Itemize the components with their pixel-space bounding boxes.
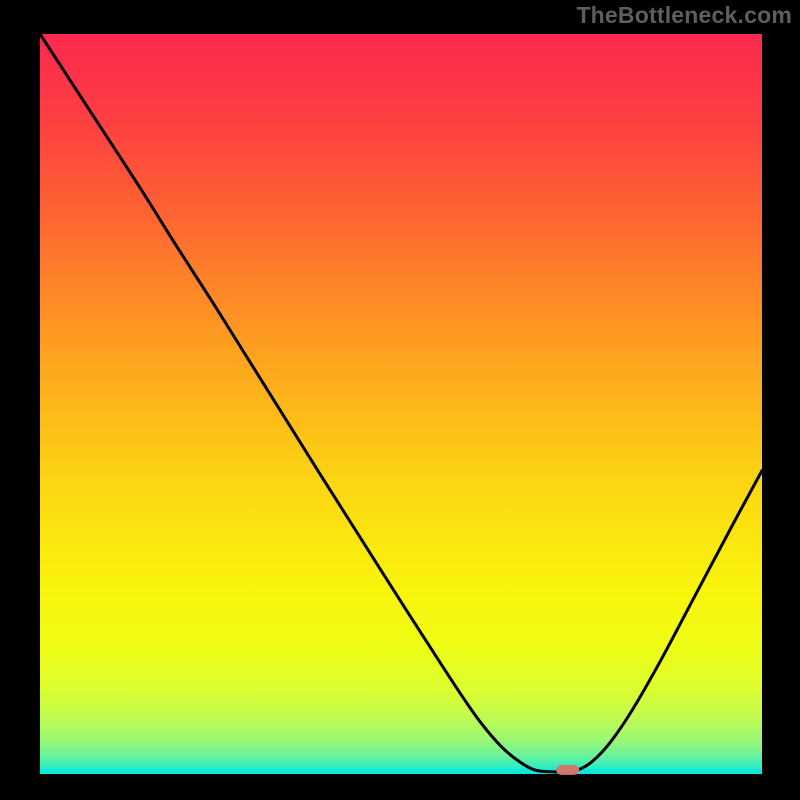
- bottleneck-chart: [0, 0, 800, 800]
- plot-area: [40, 34, 762, 774]
- watermark-label: TheBottleneck.com: [576, 2, 792, 29]
- baseline-strip: [40, 769, 762, 774]
- optimal-marker[interactable]: [556, 765, 579, 775]
- chart-stage: TheBottleneck.com: [0, 0, 800, 800]
